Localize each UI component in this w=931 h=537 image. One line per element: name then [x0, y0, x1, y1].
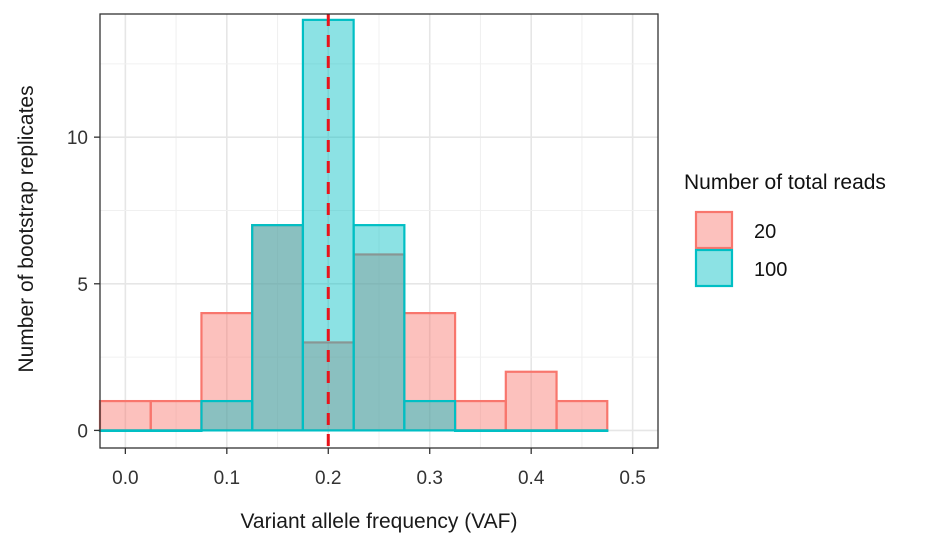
y-axis-title: Number of bootstrap replicates	[15, 85, 38, 372]
legend-label-100: 100	[754, 259, 787, 281]
x-tick-label: 0.2	[315, 468, 341, 489]
legend-key-100	[694, 248, 734, 288]
y-tick-label: 5	[77, 275, 88, 296]
legend: Number of total reads 20 100	[684, 171, 886, 288]
bar-series-20-bin-7	[453, 399, 507, 432]
x-tick-label: 0.0	[112, 468, 138, 489]
bar-series-100-bin-0	[98, 429, 152, 433]
bar-series-20-bin-0	[98, 399, 152, 432]
plot-border	[99, 13, 659, 449]
bar-series-20-bin-2	[200, 312, 254, 432]
bar-series-100-bin-6	[403, 399, 457, 432]
bar-series-100-bin-9	[555, 429, 609, 433]
y-tick-label: 10	[67, 128, 88, 149]
bar-series-20-bin-9	[555, 399, 609, 432]
x-axis-title: Variant allele frequency (VAF)	[240, 510, 517, 533]
x-tick-label: 0.4	[518, 468, 545, 489]
bar-series-20-bin-8	[504, 370, 558, 432]
bar-series-100-bin-7	[453, 429, 507, 433]
bar-series-100-bin-5	[352, 224, 406, 432]
bar-series-20-bin-1	[149, 399, 203, 432]
bar-series-100-bin-2	[200, 399, 254, 432]
histogram-bars	[98, 18, 609, 433]
bar-series-20-bin-6	[403, 312, 457, 432]
legend-title: Number of total reads	[684, 171, 886, 194]
bar-series-100-bin-8	[504, 429, 558, 433]
x-tick-label: 0.5	[619, 468, 645, 489]
axis-ticks: 0.0 0.1 0.2 0.3 0.4 0.5 0 5 10	[67, 128, 646, 489]
bar-series-100-bin-1	[149, 429, 203, 433]
x-tick-label: 0.1	[214, 468, 240, 489]
x-tick-label: 0.3	[417, 468, 443, 489]
legend-label-20: 20	[754, 221, 776, 243]
y-tick-label: 0	[77, 421, 88, 442]
legend-key-20	[694, 210, 734, 250]
bar-series-100-bin-3	[251, 224, 305, 432]
legend-items: 20 100	[694, 210, 787, 288]
